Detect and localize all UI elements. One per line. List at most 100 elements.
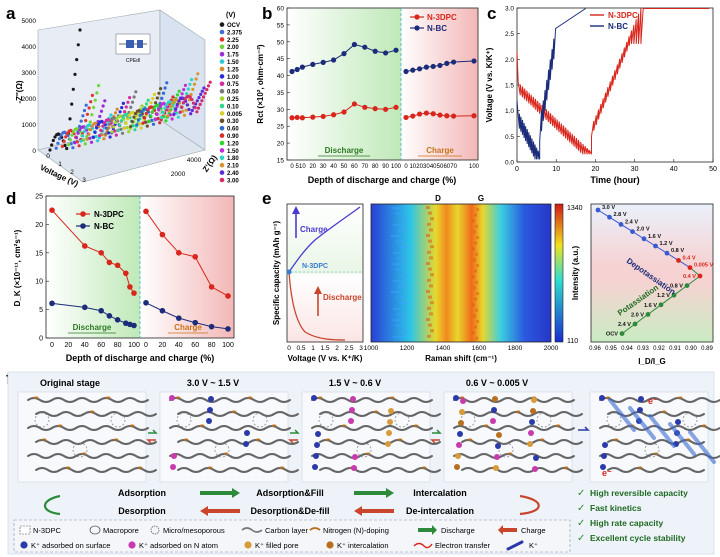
- k-ion: [533, 455, 539, 461]
- carbon-layer: [655, 411, 681, 417]
- panel-e-heatmap-streak: [475, 280, 478, 284]
- panel-a-nyquist-point: [50, 143, 54, 147]
- panel-e-heatmap-streak: [395, 296, 405, 299]
- panel-a-nyquist-point: [81, 114, 85, 118]
- carbon-layer: [319, 467, 345, 473]
- panel-label-a: a: [6, 4, 16, 23]
- panel-e-heatmap-streak: [393, 307, 403, 310]
- process-bottom-1: Desorption: [118, 506, 166, 516]
- process-arrow-red-2: [354, 506, 394, 516]
- panel-c-legend-nbc: N-BC: [608, 22, 628, 31]
- panel-d-x-tick: 100: [222, 342, 234, 349]
- panel-d-point: [208, 284, 215, 290]
- electron-label: e⁻: [648, 396, 658, 406]
- panel-a-nyquist-point: [190, 78, 194, 82]
- panel-a-nyquist-point: [85, 112, 89, 116]
- panel-e-heatmap-streak: [397, 257, 407, 260]
- panel-a-voltage-ticks: 0 1 2 3: [46, 153, 86, 184]
- panel-e-heatmap-streak: [476, 292, 479, 295]
- carbon-layer: [671, 425, 697, 431]
- panel-a-legend-marker: [219, 125, 225, 131]
- panel-e-left-x-tick: 1.5: [320, 345, 329, 352]
- carbon-layer: [265, 453, 291, 459]
- carbon-layer: [549, 453, 575, 459]
- micro-mesopore: [644, 442, 660, 458]
- panel-b-x-tick: 40: [430, 164, 437, 170]
- panel-a-nyquist-point: [123, 110, 127, 114]
- carbon-layer: [607, 439, 633, 445]
- panel-a-nyquist-point: [199, 92, 203, 96]
- panel-a-nyquist-point: [200, 99, 204, 103]
- panel-a-nyquist-point: [88, 120, 92, 124]
- panel-e-charge-label: Charge: [300, 225, 328, 234]
- panel-a-nyquist-point: [69, 142, 73, 146]
- merits-list: ✓ High reversible capacity ✓ Fast kineti…: [577, 488, 688, 544]
- nitrogen-doping: [563, 466, 569, 469]
- carbon-layer: [225, 411, 251, 417]
- panel-e-idig-label: 1.6 V: [648, 234, 661, 240]
- micro-mesopore: [682, 412, 698, 428]
- panel-a-nyquist-point: [159, 87, 163, 91]
- nitrogen-doping: [637, 466, 643, 469]
- stage-arrow-back: [430, 439, 440, 444]
- carbon-layer: [319, 411, 345, 417]
- panel-e-heatmap-streak: [428, 323, 432, 327]
- panel-e-discharge-curve: [288, 271, 346, 341]
- panel-a-z-tick: 5000: [22, 18, 37, 25]
- carbon-layer: [131, 467, 157, 473]
- legend-label: Electron transfer: [435, 541, 491, 550]
- panel-a-legend-marker: [219, 177, 225, 183]
- panel-a-nyquist-point: [59, 133, 63, 137]
- panel-a-nyquist-point: [112, 125, 116, 129]
- panel-a-nyquist-point: [97, 84, 101, 88]
- carbon-layer: [453, 425, 479, 431]
- panel-e-heatmap-streak: [399, 330, 409, 333]
- panel-e-heatmap-streak: [428, 295, 432, 299]
- panel-e-left-x-tick: 3: [359, 345, 363, 352]
- k-ion: [491, 407, 497, 413]
- panel-e-left-frame: [286, 203, 364, 343]
- carbon-layer: [391, 411, 417, 417]
- panel-a-nyquist-point: [68, 117, 72, 121]
- k-ion: [351, 465, 357, 471]
- panel-e-heatmap: [370, 203, 552, 343]
- legend-symbol: [326, 541, 334, 549]
- panel-b-x-tick: 60: [443, 164, 450, 170]
- panel-b-point: [444, 113, 450, 119]
- electron-label: e⁻: [602, 468, 612, 478]
- panel-a-nyquist-point: [56, 141, 60, 145]
- panel-a-nyquist-point: [187, 98, 192, 102]
- micro-mesopore: [214, 442, 230, 458]
- k-ion: [455, 453, 461, 459]
- panel-e-idig-point: [697, 273, 703, 279]
- panel-a-nyquist-point: [165, 81, 169, 85]
- ion-diffusion-trail: [608, 398, 636, 432]
- k-ion: [638, 396, 644, 402]
- panel-a-nyquist-point: [121, 115, 125, 119]
- carbon-layer: [485, 439, 511, 445]
- process-top-1: Adsorption: [118, 488, 166, 498]
- panel-d-point: [106, 259, 113, 266]
- panel-a-nyquist-point: [130, 100, 135, 104]
- carbon-layer: [383, 397, 409, 403]
- panel-e-right-x-tick: 0.92: [653, 346, 665, 352]
- panel-c-x-tick: 10: [552, 166, 560, 173]
- panel-e-idig-point: [653, 243, 658, 249]
- nitrogen-doping: [279, 466, 285, 469]
- panel-d-x-tick: 60: [191, 342, 199, 349]
- panel-a-nyquist-point: [51, 138, 55, 143]
- panel-e-heatmap-streak: [395, 240, 405, 243]
- carbon-layer: [599, 425, 625, 431]
- panel-c-x-tick: 0: [515, 166, 519, 173]
- panel-e-heatmap-streak: [426, 206, 430, 209]
- panel-e-heatmap-streak: [474, 297, 477, 301]
- panel-d-point: [82, 304, 88, 311]
- panel-e-heatmap-streak: [428, 267, 432, 271]
- panel-a-nyquist-point: [98, 114, 102, 118]
- panel-a-nyquist-point: [139, 126, 143, 130]
- carbon-layer: [319, 439, 345, 445]
- panel-a-legend-marker: [219, 59, 225, 64]
- panel-a-nyquist-point: [102, 137, 106, 141]
